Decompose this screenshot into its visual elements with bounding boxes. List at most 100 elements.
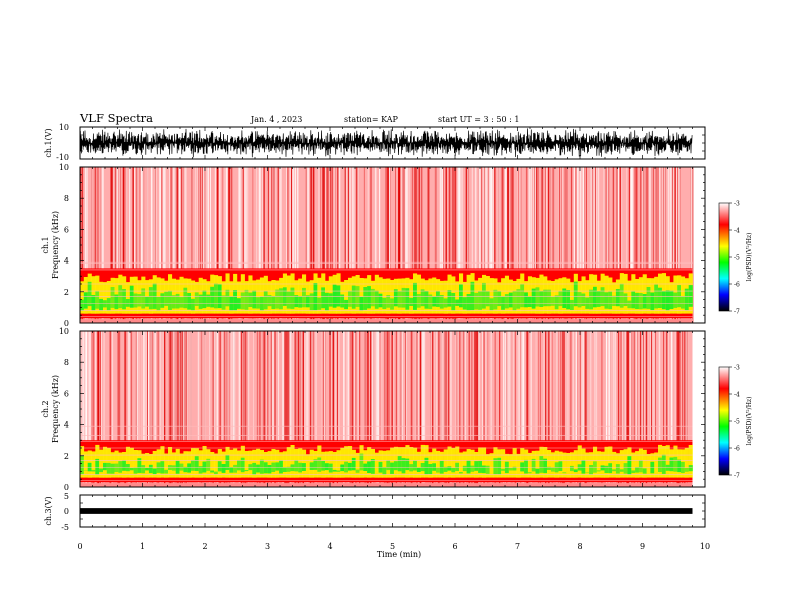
spectrogram-streak <box>91 331 93 487</box>
spectrogram-streak <box>520 331 522 487</box>
spectrogram-cell <box>493 458 498 475</box>
spectrogram-cell <box>627 300 632 309</box>
spectrogram-cell <box>527 296 532 307</box>
spectrogram-streak <box>579 331 581 487</box>
spectrogram-streak <box>186 331 188 487</box>
spectrogram-cell <box>455 446 460 478</box>
spectrogram-streak <box>590 167 593 323</box>
spectrogram-streak <box>566 167 568 323</box>
spectrogram-streak <box>419 167 421 323</box>
ch1-colorbar-ticks: -3 -4 -5 -6 -7 <box>729 201 740 316</box>
spectrogram-streak <box>259 331 261 487</box>
spectrogram-cell <box>344 299 349 310</box>
spectrogram-cell <box>118 461 123 473</box>
spectrogram-streak <box>430 331 432 487</box>
spectrogram-streak <box>564 331 566 487</box>
ch2-spectrogram-ylabel-channel: ch.2 <box>41 400 50 417</box>
spectrogram-streak <box>517 331 519 487</box>
spectrogram-streak <box>277 167 279 323</box>
spectrogram-streak <box>179 167 181 323</box>
spectrogram-streak <box>498 167 500 323</box>
spectrogram-cell <box>646 454 651 478</box>
spectrogram-cell <box>516 289 521 309</box>
spectrogram-cell <box>390 280 395 314</box>
spectrogram-streak <box>307 167 309 323</box>
spectrogram-streak <box>626 167 628 323</box>
spectrogram-streak <box>343 331 345 487</box>
spectrogram-cell <box>604 465 609 473</box>
spectrogram-streak <box>171 331 173 487</box>
spectrogram-streak <box>200 331 203 487</box>
colorbar-tick-label: -7 <box>734 473 740 480</box>
spectrogram-streak <box>445 331 447 487</box>
spectrogram-streak <box>389 167 391 323</box>
spectrogram-streak <box>552 167 554 323</box>
spectrogram-cell <box>252 462 257 475</box>
spectrogram-streak <box>550 331 551 487</box>
spectrogram-streak <box>228 167 229 323</box>
spectrogram-streak <box>631 331 633 487</box>
spectrogram-cell <box>125 282 130 314</box>
spectrogram-streak <box>168 331 170 487</box>
spectrogram-cell <box>168 290 173 310</box>
spectrogram-streak <box>97 167 99 323</box>
spectrogram-cell <box>677 285 682 308</box>
spectrogram-streak <box>364 331 366 487</box>
spectrogram-cell <box>573 469 578 473</box>
spectrogram-cell <box>202 461 207 473</box>
spectrogram-streak <box>399 167 401 323</box>
spectrogram-streak <box>133 167 135 323</box>
spectrogram-cell <box>179 463 184 471</box>
spectrogram-streak <box>95 167 97 323</box>
spectrogram-cell <box>152 468 157 475</box>
spectrogram-streak <box>92 331 94 487</box>
spectrogram-cell <box>240 292 245 310</box>
spectrogram-streak <box>554 167 555 323</box>
spectrogram-cell <box>447 446 452 478</box>
spectrogram-streak <box>95 331 97 487</box>
spectrogram-streak <box>521 331 523 487</box>
spectrogram-streak <box>640 167 642 323</box>
spectrogram-streak <box>330 167 331 323</box>
x-tick-label: 6 <box>452 542 457 551</box>
spectrogram-streak <box>408 167 410 323</box>
spectrogram-streak <box>606 167 608 323</box>
spectrogram-streak <box>278 331 280 487</box>
spectrogram-streak <box>505 331 507 487</box>
spectrogram-cell <box>439 295 444 309</box>
spectrogram-streak <box>406 331 407 487</box>
spectrogram-streak <box>494 167 496 323</box>
spectrogram-cell <box>194 292 199 306</box>
spectrogram-streak <box>651 167 653 323</box>
spectrogram-streak <box>169 167 170 323</box>
spectrogram-cell <box>122 460 127 471</box>
spectrogram-streak <box>423 331 425 487</box>
spectrogram-streak <box>230 167 233 323</box>
spectrogram-streak <box>259 167 261 323</box>
spectrogram-cell <box>466 294 471 311</box>
spectrogram-streak <box>246 331 248 487</box>
spectrogram-cell <box>504 294 509 309</box>
spectrogram-cell <box>673 456 678 472</box>
spectrogram-streak <box>400 331 402 487</box>
spectrogram-streak <box>411 331 413 487</box>
x-tick-label: 4 <box>327 542 332 551</box>
spectrogram-streak <box>130 331 133 487</box>
ch1-spectrogram-yticks: 0 2 4 6 8 10 <box>59 163 705 328</box>
spectrogram-streak <box>594 331 596 487</box>
spectrogram-streak <box>445 331 447 487</box>
spectrogram-cell <box>462 465 467 472</box>
spectrogram-streak <box>440 167 442 323</box>
spectrogram-streak <box>534 167 536 323</box>
spectrogram-cell <box>688 285 693 307</box>
spectrogram-cell <box>608 291 613 310</box>
spectrogram-streak <box>292 331 294 487</box>
spectrogram-streak <box>182 167 184 323</box>
spectrogram-streak <box>202 167 204 323</box>
spectrogram-streak <box>302 331 304 487</box>
spectrogram-streak <box>658 331 661 487</box>
spectrogram-streak <box>541 167 544 323</box>
spectrogram-cell <box>244 289 249 310</box>
spectrogram-cell <box>133 293 138 308</box>
spectrogram-cell <box>493 289 498 310</box>
